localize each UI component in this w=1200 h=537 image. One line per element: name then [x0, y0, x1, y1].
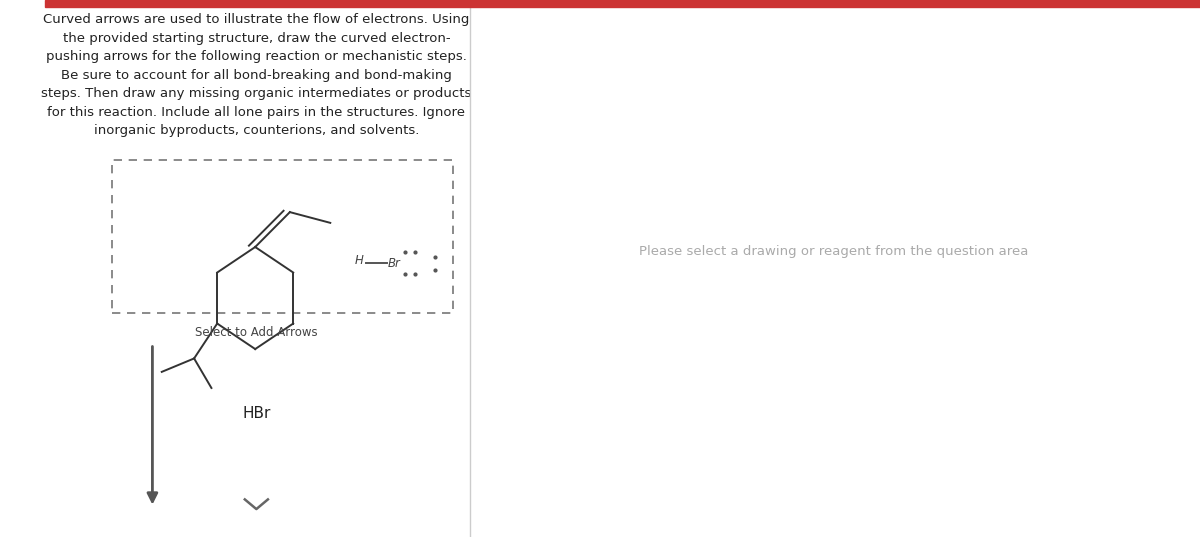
Text: Curved arrows are used to illustrate the flow of electrons. Using
the provided s: Curved arrows are used to illustrate the… [41, 13, 472, 137]
Text: Br: Br [388, 257, 401, 270]
Text: H: H [355, 254, 364, 267]
Text: HBr: HBr [242, 406, 270, 421]
Text: Select to Add Arrows: Select to Add Arrows [196, 326, 318, 339]
Bar [44, 0, 1200, 7]
Text: Please select a drawing or reagent from the question area: Please select a drawing or reagent from … [640, 245, 1028, 258]
Bar [112, 160, 452, 313]
